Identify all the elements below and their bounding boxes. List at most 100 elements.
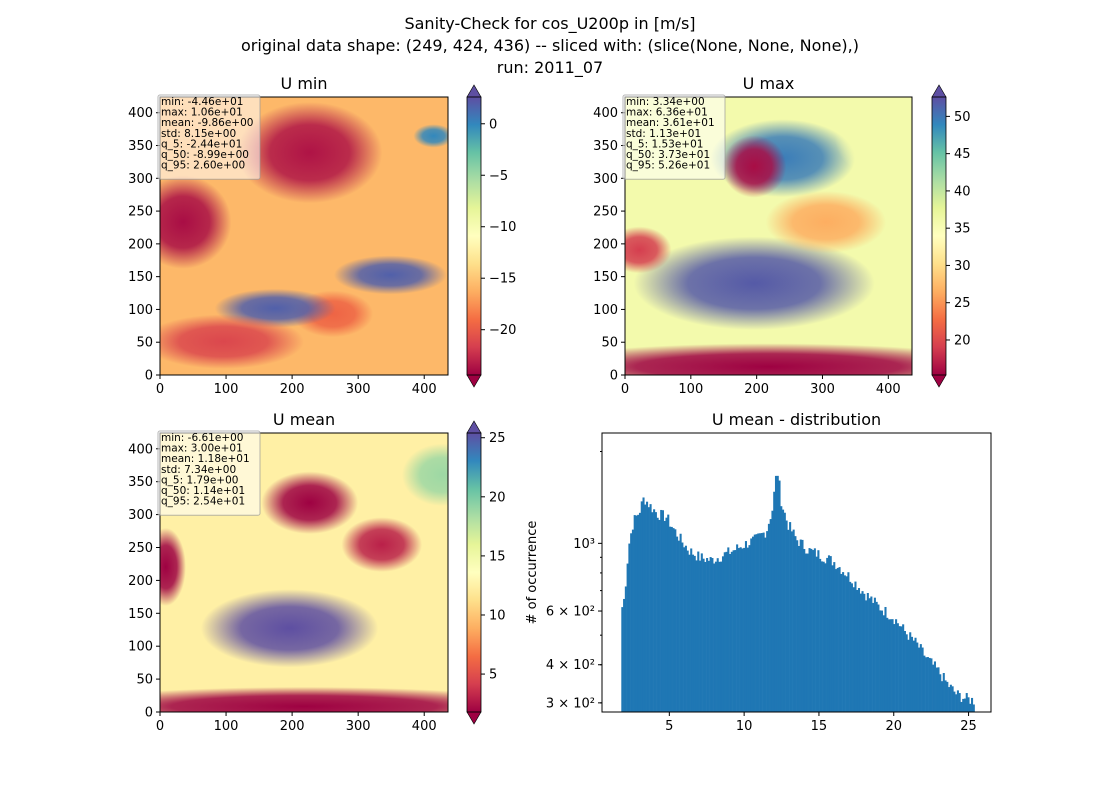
histogram-bar xyxy=(730,551,733,712)
y-tick-label: 0 xyxy=(145,706,153,721)
y-tick-label: 3 × 10² xyxy=(546,696,595,711)
y-tick-label: 10³ xyxy=(573,537,595,552)
histogram-bar xyxy=(905,634,908,712)
histogram-bar xyxy=(898,626,901,712)
x-tick-label: 300 xyxy=(346,719,371,734)
x-tick-label: 200 xyxy=(280,719,305,734)
histogram-bar xyxy=(951,686,954,712)
histogram-bar xyxy=(812,550,815,712)
histogram-bar xyxy=(842,572,845,712)
y-tick-label: 0 xyxy=(145,369,153,384)
histogram-bar xyxy=(764,537,767,712)
stats-text: max: 6.36e+01 xyxy=(626,107,708,119)
y-tick-label: 150 xyxy=(128,607,153,622)
x-tick-label: 100 xyxy=(678,382,703,397)
histogram-bar xyxy=(727,547,730,712)
histogram-bar xyxy=(644,504,647,712)
histogram-bar xyxy=(962,698,965,712)
histogram-bar xyxy=(877,604,880,712)
histogram-bar xyxy=(628,543,631,712)
histogram-bar xyxy=(909,632,912,712)
colorbar-tick-label: 35 xyxy=(954,222,971,237)
histogram-bar xyxy=(787,529,790,712)
histogram-bar xyxy=(624,586,627,712)
y-tick-label: 100 xyxy=(593,303,618,318)
colorbar-tick-label: 30 xyxy=(954,259,971,274)
stats-text: q_50: -8.99e+00 xyxy=(161,149,249,161)
histogram-bar xyxy=(656,517,659,712)
histogram-bar xyxy=(849,581,852,712)
histogram-bar xyxy=(713,563,716,712)
x-tick-label: 100 xyxy=(214,382,239,397)
histogram-bar xyxy=(626,563,629,712)
histogram-bar xyxy=(748,545,751,712)
histogram-bar xyxy=(771,510,774,712)
y-tick-label: 350 xyxy=(593,139,618,154)
histogram-bar xyxy=(910,636,914,712)
histogram-bar xyxy=(668,526,672,712)
histogram-bar xyxy=(946,681,949,712)
heatmap-feature xyxy=(633,236,875,330)
stats-box xyxy=(157,430,261,516)
histogram-bar xyxy=(721,556,725,712)
axes-frame xyxy=(159,432,449,713)
histogram-bar xyxy=(971,697,974,712)
histogram-bar xyxy=(932,664,935,712)
histogram-bar xyxy=(691,554,695,712)
heatmap-feature xyxy=(160,175,232,269)
histogram-bar xyxy=(661,510,664,712)
histogram-bar xyxy=(850,583,853,712)
histogram-bar xyxy=(760,533,763,712)
stats-text: std: 1.13e+01 xyxy=(626,128,701,140)
heatmap-panel-2: U max 0 100 200 300 400 0 50 100 150 200 250 300 350 4… xyxy=(593,74,971,397)
colorbar-extend-bottom xyxy=(931,374,947,388)
histogram-bar xyxy=(803,548,806,712)
histogram-bar xyxy=(651,512,654,712)
heatmap-panel-3: U mean 0 100 200 300 400 0 50 100 150 200 250 300 350… xyxy=(128,410,506,734)
histogram-bar xyxy=(690,548,693,712)
heatmap-feature xyxy=(722,135,787,198)
histogram-bar xyxy=(889,619,892,712)
colorbar xyxy=(932,97,946,375)
histogram-bar xyxy=(637,514,640,712)
stats-text: q_5: 1.53e+01 xyxy=(626,138,703,150)
y-tick-label: 200 xyxy=(128,237,153,252)
histogram-bar xyxy=(879,610,882,712)
histogram-bar xyxy=(649,504,652,712)
histogram-bar xyxy=(640,501,643,712)
histogram-bar xyxy=(686,550,689,712)
colorbar-tick-label: −10 xyxy=(489,220,516,235)
figure-title-line-1: Sanity-Check for cos_U200p in [m/s] xyxy=(404,14,696,33)
y-tick-label: 50 xyxy=(601,336,618,351)
y-tick-label: 0 xyxy=(610,369,618,384)
histogram-bar xyxy=(647,507,650,712)
x-tick-label: 300 xyxy=(810,382,835,397)
colorbar-tick-label: 20 xyxy=(954,333,971,348)
histogram-bar xyxy=(714,561,717,712)
histogram-bar xyxy=(695,560,698,712)
histogram-bar xyxy=(683,547,686,712)
x-tick-label: 400 xyxy=(412,719,437,734)
y-tick-label: 50 xyxy=(136,673,153,688)
stats-text: mean: 1.18e+01 xyxy=(161,453,250,465)
histogram-bar xyxy=(902,624,905,712)
histogram-bar xyxy=(884,606,887,712)
histogram-bar xyxy=(750,538,753,712)
histogram-bar xyxy=(660,509,663,712)
histogram-bar xyxy=(933,661,936,712)
histogram-bar xyxy=(720,561,723,712)
histogram-panel: U mean - distribution 5 10 15 20 25 3 × 10² 4 ×… xyxy=(525,410,992,734)
histogram-bar xyxy=(676,536,679,712)
histogram-bar xyxy=(801,539,804,712)
x-tick-label: 100 xyxy=(214,719,239,734)
panel-title: U mean xyxy=(273,410,335,429)
histogram-bar xyxy=(783,512,786,712)
histogram-bar xyxy=(755,534,758,712)
colorbar-tick-label: 10 xyxy=(489,608,506,623)
x-tick-label: 5 xyxy=(665,719,673,734)
histogram-bar xyxy=(741,548,744,712)
histogram-bar xyxy=(972,704,975,712)
histogram-bar xyxy=(895,619,898,712)
histogram-bar xyxy=(663,520,666,712)
